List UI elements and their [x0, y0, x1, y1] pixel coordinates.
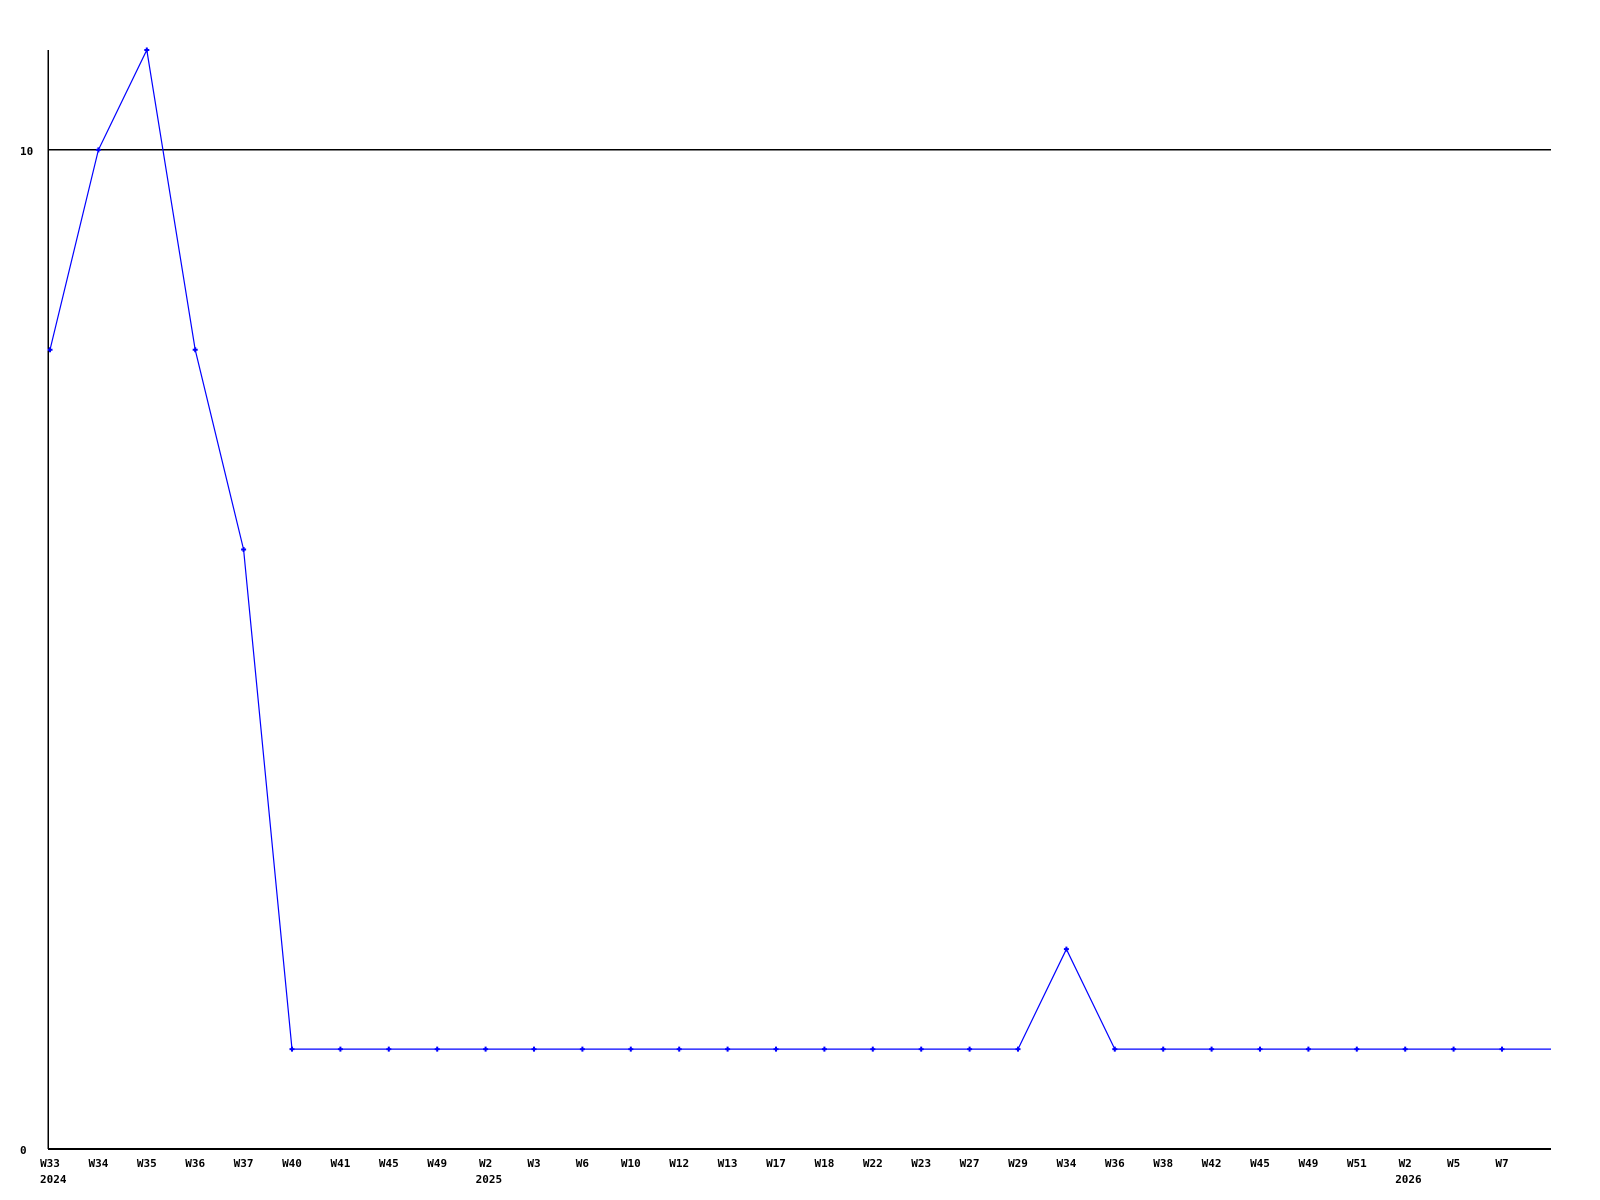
data-point-marker	[628, 1046, 634, 1052]
data-point-marker	[1402, 1046, 1408, 1052]
x-tick-label: W45	[1250, 1157, 1270, 1170]
x-tick-label: W17	[766, 1157, 786, 1170]
series-line	[49, 48, 1551, 1050]
x-tick-label: W49	[427, 1157, 447, 1170]
data-point-marker	[192, 347, 198, 353]
x-tick-label: W7	[1495, 1157, 1508, 1170]
x-tick-label: W23	[911, 1157, 931, 1170]
x-tick-label: W35	[137, 1157, 157, 1170]
data-point-marker	[1499, 1046, 1505, 1052]
data-point-marker	[1015, 1046, 1021, 1052]
data-point-marker	[1354, 1046, 1360, 1052]
x-tick-label: W45	[379, 1157, 399, 1170]
data-point-marker	[47, 347, 53, 353]
data-point-marker	[1063, 946, 1069, 952]
x-tick-label: W13	[718, 1157, 738, 1170]
data-point-marker	[95, 147, 101, 153]
data-point-marker	[773, 1046, 779, 1052]
x-tick-label: W38	[1153, 1157, 1173, 1170]
x-tick-label: W36	[1105, 1157, 1125, 1170]
data-point-marker	[386, 1046, 392, 1052]
x-tick-label: W42	[1202, 1157, 1222, 1170]
data-point-marker	[434, 1046, 440, 1052]
x-tick-label: W34	[88, 1157, 108, 1170]
data-point-marker	[1305, 1046, 1311, 1052]
x-tick-label: W6	[576, 1157, 590, 1170]
x-tick-label: W3	[527, 1157, 540, 1170]
x-tick-label: W5	[1447, 1157, 1460, 1170]
x-tick-label: W36	[185, 1157, 205, 1170]
y-tick-label: 0	[20, 1144, 27, 1157]
data-point-marker	[1160, 1046, 1166, 1052]
data-point-marker	[483, 1046, 489, 1052]
x-year-label: 2025	[476, 1173, 503, 1186]
data-point-marker	[579, 1046, 585, 1052]
data-point-marker	[918, 1046, 924, 1052]
data-point-marker	[1112, 1046, 1118, 1052]
data-point-marker	[967, 1046, 973, 1052]
x-tick-label: W2	[479, 1157, 492, 1170]
data-point-marker	[144, 47, 150, 53]
x-tick-label: W10	[621, 1157, 641, 1170]
x-tick-label: W2	[1399, 1157, 1412, 1170]
x-tick-label: W37	[234, 1157, 254, 1170]
x-tick-label: W51	[1347, 1157, 1367, 1170]
data-point-marker	[1257, 1046, 1263, 1052]
x-tick-label: W22	[863, 1157, 883, 1170]
data-point-marker	[676, 1046, 682, 1052]
x-tick-label: W29	[1008, 1157, 1028, 1170]
x-tick-label: W27	[960, 1157, 980, 1170]
x-tick-label: W49	[1298, 1157, 1318, 1170]
x-tick-label: W40	[282, 1157, 302, 1170]
x-tick-label: W12	[669, 1157, 689, 1170]
data-point-marker	[1209, 1046, 1215, 1052]
x-tick-label: W41	[330, 1157, 350, 1170]
x-tick-label: W18	[814, 1157, 834, 1170]
data-point-marker	[337, 1046, 343, 1052]
data-point-marker	[241, 547, 247, 553]
x-tick-label: W34	[1056, 1157, 1076, 1170]
data-point-marker	[870, 1046, 876, 1052]
x-year-label: 2026	[1395, 1173, 1422, 1186]
x-year-label: 2024	[40, 1173, 67, 1186]
data-point-marker	[289, 1046, 295, 1052]
data-point-marker	[531, 1046, 537, 1052]
data-point-marker	[1451, 1046, 1457, 1052]
y-tick-label: 10	[20, 145, 33, 158]
data-point-marker	[821, 1046, 827, 1052]
data-point-marker	[725, 1046, 731, 1052]
x-tick-label: W33	[40, 1157, 60, 1170]
